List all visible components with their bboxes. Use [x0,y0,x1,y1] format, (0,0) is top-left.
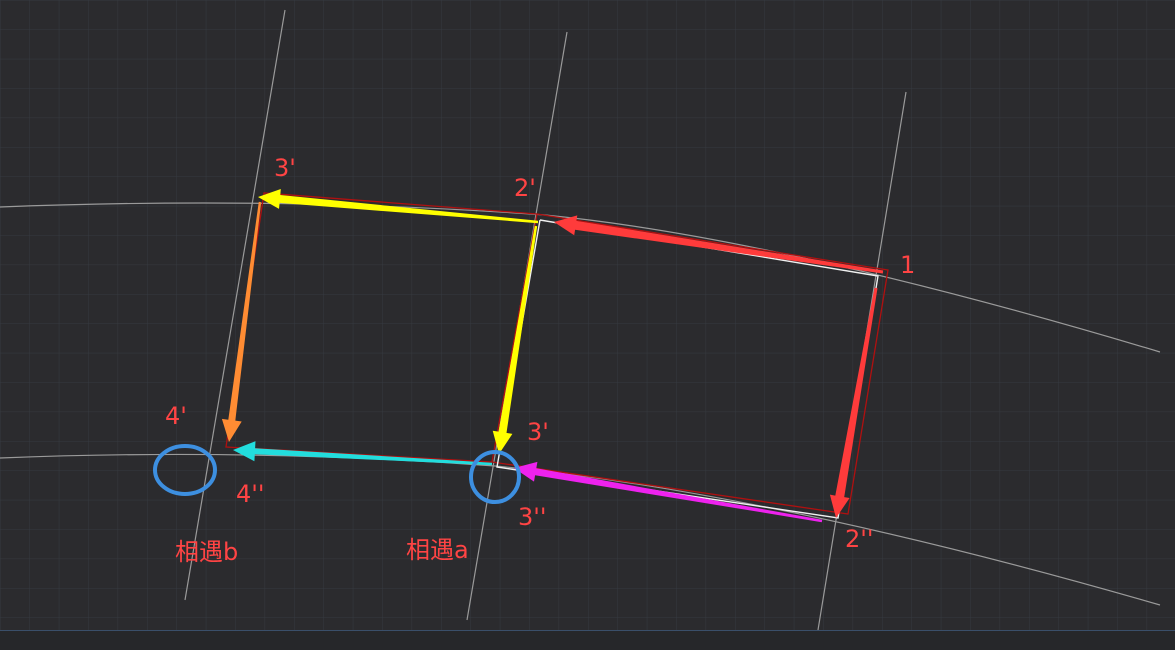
label-point-4-double-prime: 4'' [236,480,264,508]
meet-a-circle[interactable] [469,450,521,504]
arrow-3dprime-to-4dprime-cyan [233,441,493,466]
label-point-1: 1 [900,251,915,279]
label-point-3-prime-mid: 3' [527,418,549,446]
arrow-3prime-to-4prime-orange [221,201,262,442]
outer-outline-right-cell [491,213,889,515]
label-meet-b: 相遇b [175,538,238,566]
label-point-2-double-prime: 2'' [845,525,873,553]
label-point-4-prime: 4' [165,402,187,430]
arrows-group [221,189,884,523]
grid [0,0,1175,630]
arrow-2prime-to-3prime-yellow [258,189,539,224]
meet-b-circle[interactable] [153,444,217,496]
label-point-3-prime-top: 3' [274,154,296,182]
arrow-1-to-2prime-red [554,215,884,274]
arrow-1-to-2dprime-red [829,287,878,518]
status-bar [0,630,1175,650]
label-meet-a: 相遇a [406,536,469,564]
arrow-2prime-to-3prime-mid-yellow [492,225,538,454]
label-point-2-prime: 2' [514,174,536,202]
left-radial-guide [184,9,286,601]
label-point-3-double-prime: 3'' [518,503,546,531]
arrow-2dprime-to-3dprime-magenta [514,461,823,523]
